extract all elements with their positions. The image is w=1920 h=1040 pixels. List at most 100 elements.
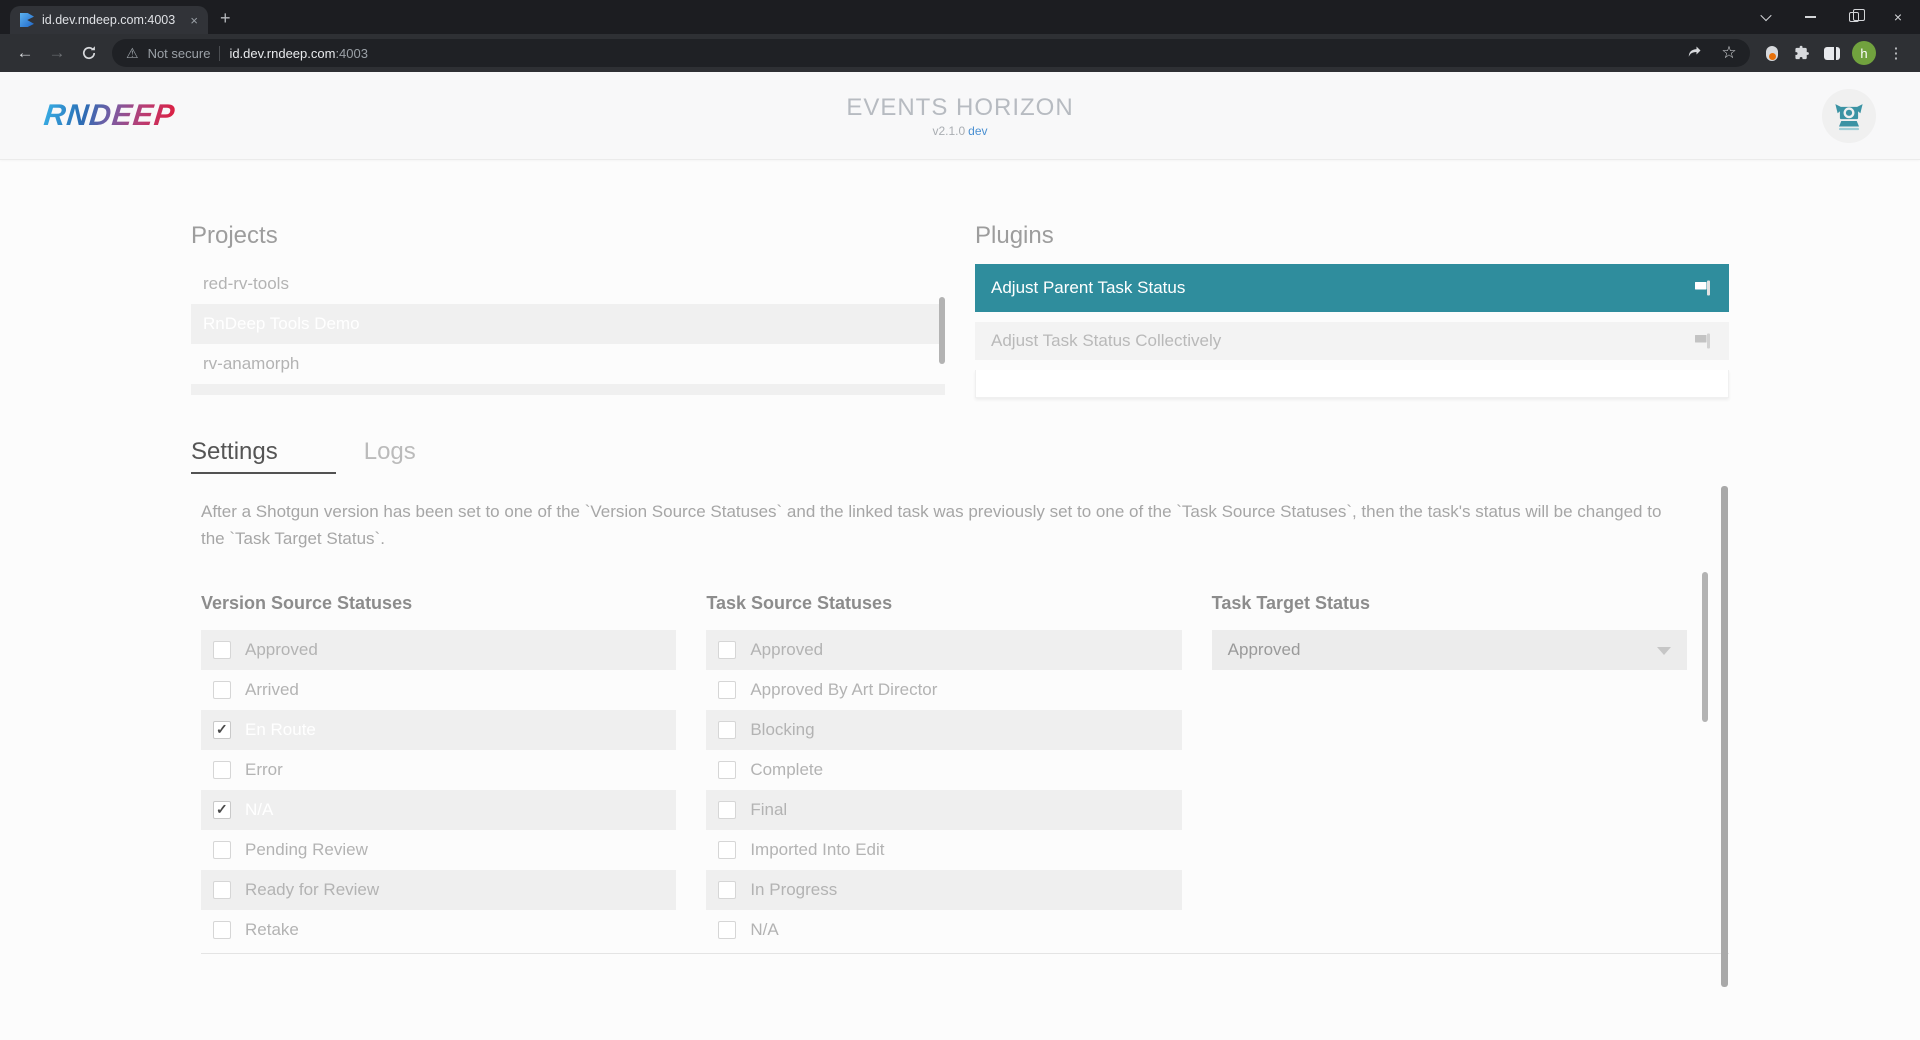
status-row[interactable]: Approved bbox=[201, 630, 677, 670]
status-row[interactable]: N/A bbox=[201, 790, 677, 830]
reload-button[interactable] bbox=[74, 38, 104, 68]
checkbox[interactable] bbox=[213, 641, 231, 659]
task-target-heading: Task Target Status bbox=[1211, 593, 1371, 613]
browser-toolbar: ← → ⚠ Not secure id.dev.rndeep.com:4003 … bbox=[0, 34, 1920, 72]
checkbox[interactable] bbox=[718, 841, 737, 859]
share-icon[interactable] bbox=[1681, 40, 1707, 66]
app-subtitle: v2.1.0 dev bbox=[0, 124, 1920, 138]
project-row[interactable]: red-rv-tools bbox=[191, 264, 945, 304]
plugins-heading: Plugins bbox=[975, 222, 1054, 249]
status-row[interactable]: Error bbox=[201, 750, 676, 790]
status-label: Ready for Review bbox=[245, 880, 380, 899]
checkbox[interactable] bbox=[213, 721, 231, 739]
checkbox[interactable] bbox=[718, 921, 737, 939]
app-title: EVENTS HORIZON bbox=[846, 93, 1074, 121]
tab-settings[interactable]: Settings bbox=[191, 438, 336, 474]
status-row[interactable]: Blocking bbox=[706, 710, 1182, 750]
status-label: Complete bbox=[750, 760, 824, 779]
project-label: RnDeep Tools Demo bbox=[203, 314, 360, 333]
status-row[interactable]: Ready for Review bbox=[201, 870, 677, 910]
main-content: Projects red-rv-tools RnDeep Tools Demo … bbox=[191, 160, 1729, 989]
status-row[interactable]: Retake bbox=[201, 910, 676, 950]
status-row[interactable]: N/A bbox=[706, 910, 1181, 950]
outer-scrollbar[interactable] bbox=[1721, 486, 1728, 987]
status-row[interactable]: Approved bbox=[706, 630, 1182, 670]
task-target-select[interactable]: Approved bbox=[1211, 630, 1687, 670]
checkbox[interactable] bbox=[213, 801, 231, 819]
settings-panel: After a Shotgun version has been set to … bbox=[191, 484, 1729, 989]
status-row[interactable]: In Progress bbox=[706, 870, 1182, 910]
status-row[interactable]: Final bbox=[706, 790, 1182, 830]
sidebar-icon[interactable] bbox=[1818, 39, 1846, 67]
task-target-value: Approved bbox=[1227, 640, 1301, 659]
app-version: v2.1.0 bbox=[932, 123, 966, 138]
checkbox[interactable] bbox=[213, 681, 231, 699]
checkbox[interactable] bbox=[718, 641, 737, 659]
maximize-button[interactable] bbox=[1832, 0, 1876, 34]
status-row[interactable]: Arrived bbox=[201, 670, 676, 710]
url-divider bbox=[219, 45, 221, 61]
back-button[interactable]: ← bbox=[16, 43, 34, 62]
tab-logs[interactable]: Logs bbox=[363, 438, 416, 465]
status-row[interactable]: Approved By Art Director bbox=[706, 670, 1181, 710]
window-controls: × bbox=[1744, 0, 1920, 34]
forward-button[interactable]: → bbox=[48, 43, 66, 62]
status-row[interactable]: Pending Review bbox=[201, 830, 676, 870]
checkbox[interactable] bbox=[718, 801, 737, 819]
status-label: Arrived bbox=[245, 680, 299, 699]
tab-search-chevron-icon[interactable] bbox=[1744, 0, 1788, 34]
version-source-list: Approved Arrived En Route Error bbox=[201, 630, 677, 950]
status-label: Pending Review bbox=[245, 840, 368, 859]
close-window-button[interactable]: × bbox=[1893, 9, 1903, 25]
projects-scrollbar[interactable] bbox=[939, 297, 945, 364]
checkbox[interactable] bbox=[718, 881, 737, 899]
checkbox[interactable] bbox=[213, 921, 231, 939]
status-label: Retake bbox=[245, 920, 299, 939]
settings-tabs: Settings Logs bbox=[191, 438, 1729, 474]
projects-heading: Projects bbox=[191, 222, 278, 249]
project-row[interactable]: rv-anamorph bbox=[191, 344, 945, 384]
checkbox[interactable] bbox=[213, 881, 231, 899]
not-secure-warning-icon[interactable]: ⚠ bbox=[126, 44, 139, 61]
tab-close-icon[interactable]: × bbox=[190, 12, 198, 28]
address-bar[interactable]: ⚠ Not secure id.dev.rndeep.com:4003 ☆ bbox=[112, 39, 1750, 67]
robot-avatar-icon[interactable] bbox=[1822, 88, 1876, 143]
project-label: rv-anamorph bbox=[203, 354, 300, 373]
menu-dots-icon[interactable]: ⋮ bbox=[1888, 45, 1904, 62]
app-page: RNDEEP EVENTS HORIZON v2.1.0 dev Projects bbox=[0, 72, 1920, 1040]
task-source-list: Approved Approved By Art Director Blocki… bbox=[706, 630, 1182, 950]
checkbox[interactable] bbox=[718, 721, 737, 739]
project-label: red-rv-tools bbox=[203, 274, 289, 293]
extensions-puzzle-icon[interactable] bbox=[1788, 39, 1816, 67]
settings-description: After a Shotgun version has been set to … bbox=[201, 502, 1662, 548]
new-tab-button[interactable]: + bbox=[220, 8, 231, 28]
project-row[interactable]: RnDeep Tools Demo bbox=[191, 304, 945, 344]
checkbox[interactable] bbox=[718, 761, 737, 779]
minimize-button[interactable] bbox=[1788, 0, 1832, 34]
tab-title: id.dev.rndeep.com:4003 bbox=[42, 13, 176, 27]
status-label: Approved bbox=[750, 640, 824, 659]
projects-list: red-rv-tools RnDeep Tools Demo rv-anamor… bbox=[191, 264, 945, 395]
env-badge: dev bbox=[968, 123, 988, 138]
checkbox[interactable] bbox=[718, 681, 737, 699]
task-source-column: Task Source Statuses Approved Approved B… bbox=[706, 579, 1182, 953]
app-header: RNDEEP EVENTS HORIZON v2.1.0 dev bbox=[0, 72, 1920, 160]
plugin-row[interactable]: Adjust Task Status Collectively bbox=[975, 322, 1729, 360]
extension-notification-icon[interactable] bbox=[1758, 39, 1786, 67]
version-source-heading: Version Source Statuses bbox=[201, 593, 413, 613]
status-row[interactable]: Complete bbox=[706, 750, 1181, 790]
inner-scrollbar[interactable] bbox=[1702, 572, 1708, 722]
task-source-heading: Task Source Statuses bbox=[706, 593, 893, 613]
checkbox[interactable] bbox=[213, 841, 231, 859]
status-label: In Progress bbox=[750, 880, 838, 899]
browser-tab[interactable]: id.dev.rndeep.com:4003 × bbox=[10, 6, 208, 34]
checkbox[interactable] bbox=[213, 761, 231, 779]
status-label: Final bbox=[750, 800, 788, 819]
status-row[interactable]: Imported Into Edit bbox=[706, 830, 1181, 870]
status-columns: Version Source Statuses Approved Arrived bbox=[201, 579, 1729, 954]
plugin-row[interactable]: Adjust Parent Task Status bbox=[975, 264, 1729, 312]
status-label: N/A bbox=[750, 920, 779, 939]
profile-avatar[interactable]: h bbox=[1852, 41, 1876, 65]
bookmark-star-icon[interactable]: ☆ bbox=[1721, 43, 1737, 62]
status-row[interactable]: En Route bbox=[201, 710, 677, 750]
